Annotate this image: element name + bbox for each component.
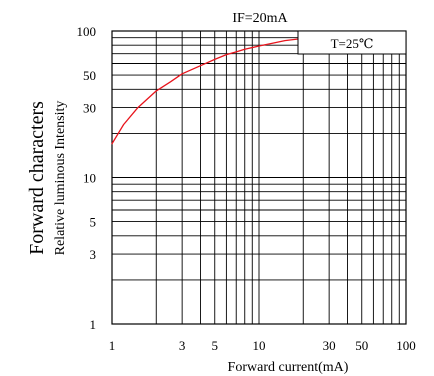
temperature-annotation: T=25℃ bbox=[331, 36, 374, 51]
annotation-box-frame bbox=[297, 30, 407, 55]
y-tick-label: 1 bbox=[90, 317, 97, 332]
annotation-box: T=25℃ bbox=[297, 30, 407, 55]
y-axis-label: Relative luminous Intensity bbox=[53, 101, 68, 256]
x-axis-label: Forward current(mA) bbox=[228, 360, 349, 375]
x-tick-label: 5 bbox=[212, 338, 219, 353]
curve-layer bbox=[111, 37, 304, 145]
y-tick-label: 50 bbox=[83, 68, 96, 83]
chart-title: IF=20mA bbox=[232, 11, 288, 26]
y-tick-label: 30 bbox=[83, 101, 96, 116]
y-tick-label: 5 bbox=[90, 215, 97, 230]
grid bbox=[111, 30, 407, 325]
x-tick-label: 3 bbox=[179, 338, 186, 353]
y-axis-title: Forward characters bbox=[26, 101, 48, 255]
x-tick-label: 50 bbox=[355, 338, 368, 353]
plot-frame bbox=[111, 30, 407, 325]
intensity-curve bbox=[111, 37, 304, 145]
x-tick-label: 100 bbox=[396, 338, 416, 353]
x-tick-label: 30 bbox=[323, 338, 336, 353]
x-tick-label: 10 bbox=[253, 338, 266, 353]
y-tick-label: 10 bbox=[83, 171, 96, 186]
y-tick-label: 3 bbox=[90, 247, 97, 262]
x-tick-label: 1 bbox=[109, 338, 116, 353]
y-tick-label: 100 bbox=[77, 24, 97, 39]
tick-labels: 1 3 5 10 30 50 100 1 3 5 10 30 50 100 bbox=[77, 24, 416, 353]
